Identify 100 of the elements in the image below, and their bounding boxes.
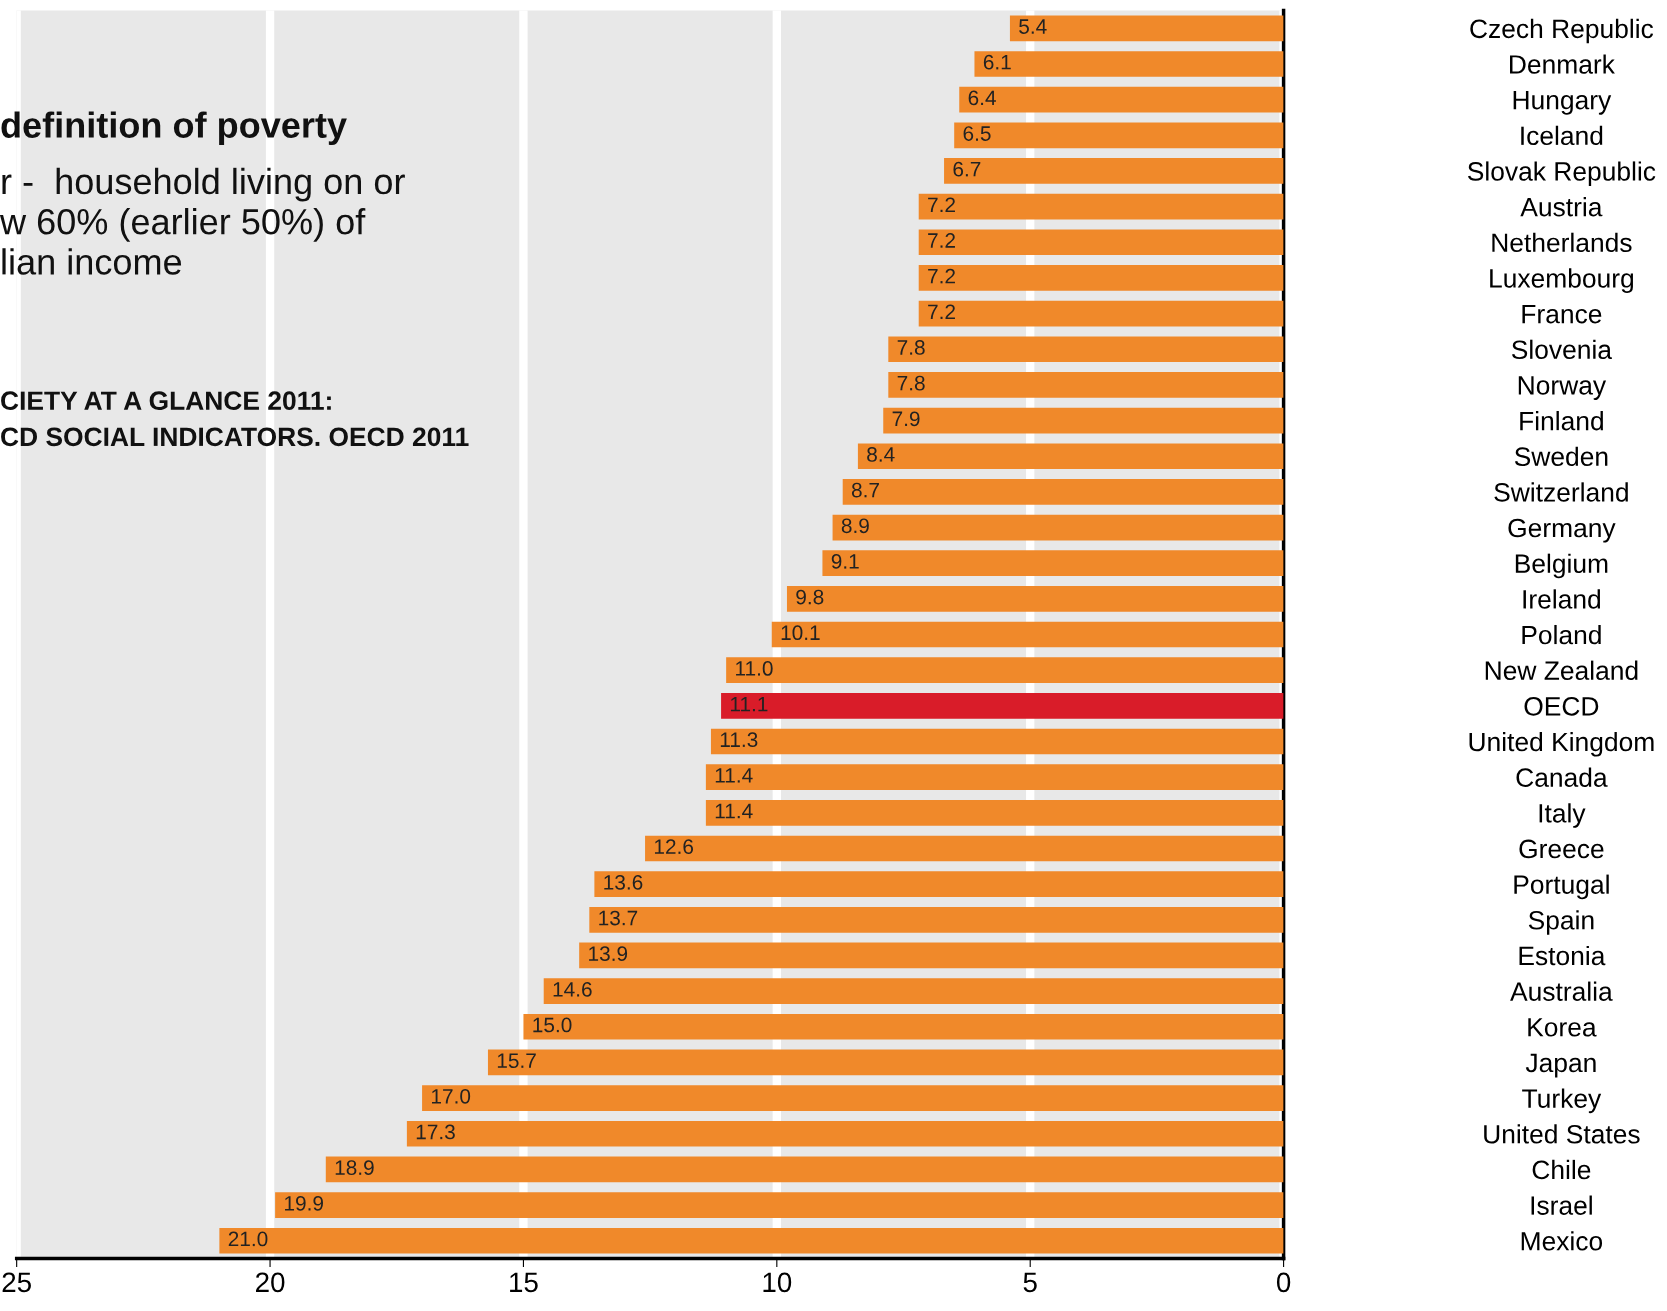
data-label: 11.0 <box>736 661 773 676</box>
bar <box>325 1156 1284 1183</box>
y-tick-label: Hungary <box>1513 91 1612 115</box>
bar <box>422 1085 1284 1111</box>
y-tick-label: Australia <box>1510 981 1613 1001</box>
data-label: 11.3 <box>720 732 758 748</box>
bar <box>594 871 1284 897</box>
bar <box>579 942 1284 969</box>
bar <box>883 407 1284 434</box>
y-tick-label: United Kingdom <box>1469 731 1654 757</box>
data-label: 9.1 <box>831 554 859 569</box>
y-tick-label: Canada <box>1516 767 1608 787</box>
data-label: 7.8 <box>897 340 925 355</box>
x-tick-label: 10 <box>763 1272 792 1293</box>
annotation: CIETY AT A GLANCE 2011: CD SOCIAL INDICATORS. OECD 2011 <box>1 391 469 447</box>
data-label: 7.8 <box>897 375 925 391</box>
y-tick-label: Chile <box>1532 1159 1591 1180</box>
bar <box>918 193 1284 220</box>
y-tick-label: Switzerland <box>1494 482 1628 502</box>
y-tick-label: Portugal <box>1514 874 1609 900</box>
bar <box>275 1192 1284 1218</box>
bar <box>857 443 1284 470</box>
data-label: 17.0 <box>432 1088 471 1104</box>
data-label: 12.6 <box>654 839 694 855</box>
y-tick-label: Luxembourg <box>1490 268 1634 293</box>
data-label: 7.2 <box>928 268 955 284</box>
bar <box>771 621 1284 648</box>
data-label: 15.0 <box>533 1017 572 1033</box>
data-label: 11.4 <box>715 768 753 783</box>
x-tick-label: 25 <box>2 1272 31 1293</box>
bar <box>918 265 1284 291</box>
data-label: 7.9 <box>892 411 920 427</box>
data-label: 17.3 <box>416 1124 455 1140</box>
annotation: definition of poverty <box>1 111 347 146</box>
data-label: 9.8 <box>796 589 824 605</box>
data-label: 6.5 <box>963 126 991 141</box>
data-label: 6.1 <box>983 54 1011 70</box>
y-tick-label: Norway <box>1518 376 1607 400</box>
y-tick-label: Finland <box>1520 411 1603 431</box>
data-label: 6.4 <box>968 90 996 106</box>
annotation: r - household living on or w 60% (earlier 50%) of lian income <box>0 167 405 275</box>
y-tick-label: Czech Republic <box>1470 18 1654 44</box>
y-tick-label: Sweden <box>1514 446 1608 467</box>
y-tick-label: OECD <box>1524 696 1599 716</box>
y-tick-label: Austria <box>1520 197 1603 217</box>
y-tick-label: Spain <box>1528 910 1594 935</box>
x-tick-label: 20 <box>256 1272 285 1293</box>
data-label: 21.0 <box>228 1231 268 1247</box>
bar <box>645 835 1284 862</box>
x-tick-label: 5 <box>1023 1272 1037 1293</box>
bar <box>721 693 1284 719</box>
bar <box>523 1013 1284 1040</box>
y-tick-label: Ireland <box>1523 589 1601 609</box>
y-tick-label: Turkey <box>1522 1088 1602 1114</box>
data-label: 18.9 <box>335 1160 374 1175</box>
bar <box>1009 15 1284 42</box>
data-label: 13.9 <box>589 946 628 962</box>
y-tick-label: United States <box>1484 1124 1640 1144</box>
data-label: 7.2 <box>928 197 955 212</box>
y-tick-label: Greece <box>1519 839 1604 859</box>
bar <box>888 372 1284 398</box>
y-tick-label: Germany <box>1508 518 1616 543</box>
y-tick-label: Belgium <box>1515 553 1608 579</box>
bar <box>710 728 1284 755</box>
y-tick-label: Korea <box>1528 1018 1597 1037</box>
bar <box>487 1049 1284 1076</box>
data-label: 5.4 <box>1019 19 1047 34</box>
data-label: 13.7 <box>599 910 638 926</box>
y-tick-label: Japan <box>1525 1053 1596 1078</box>
bar <box>786 586 1284 612</box>
y-tick-label: Mexico <box>1521 1231 1603 1251</box>
bar <box>726 657 1284 684</box>
y-tick-label: Poland <box>1522 624 1601 645</box>
y-tick-label: Slovenia <box>1511 339 1612 360</box>
y-tick-label: Israel <box>1531 1195 1592 1215</box>
data-label: 14.6 <box>553 981 592 997</box>
data-label: 8.4 <box>867 447 895 462</box>
data-label: 8.9 <box>841 518 869 534</box>
x-tick-label: 15 <box>510 1272 538 1293</box>
bar <box>842 479 1284 505</box>
data-label: 6.7 <box>953 161 981 177</box>
y-tick-label: Netherlands <box>1492 232 1632 253</box>
bar <box>822 550 1284 577</box>
x-tick-label: 0 <box>1276 1272 1291 1293</box>
data-label: 15.7 <box>497 1053 536 1069</box>
bar <box>406 1120 1284 1147</box>
bar <box>705 764 1284 790</box>
y-tick-label: France <box>1522 305 1602 324</box>
y-tick-label: Italy <box>1539 803 1586 828</box>
bar <box>918 300 1284 327</box>
data-label: 19.9 <box>285 1195 324 1211</box>
bar <box>944 158 1284 184</box>
data-label: 13.6 <box>604 874 643 890</box>
bar <box>959 86 1284 113</box>
bar <box>219 1227 1284 1254</box>
y-tick-label: Estonia <box>1519 945 1606 966</box>
data-label: 8.7 <box>851 482 879 498</box>
data-label: 10.1 <box>781 625 820 641</box>
bar <box>918 229 1284 256</box>
data-label: 7.2 <box>928 304 955 319</box>
